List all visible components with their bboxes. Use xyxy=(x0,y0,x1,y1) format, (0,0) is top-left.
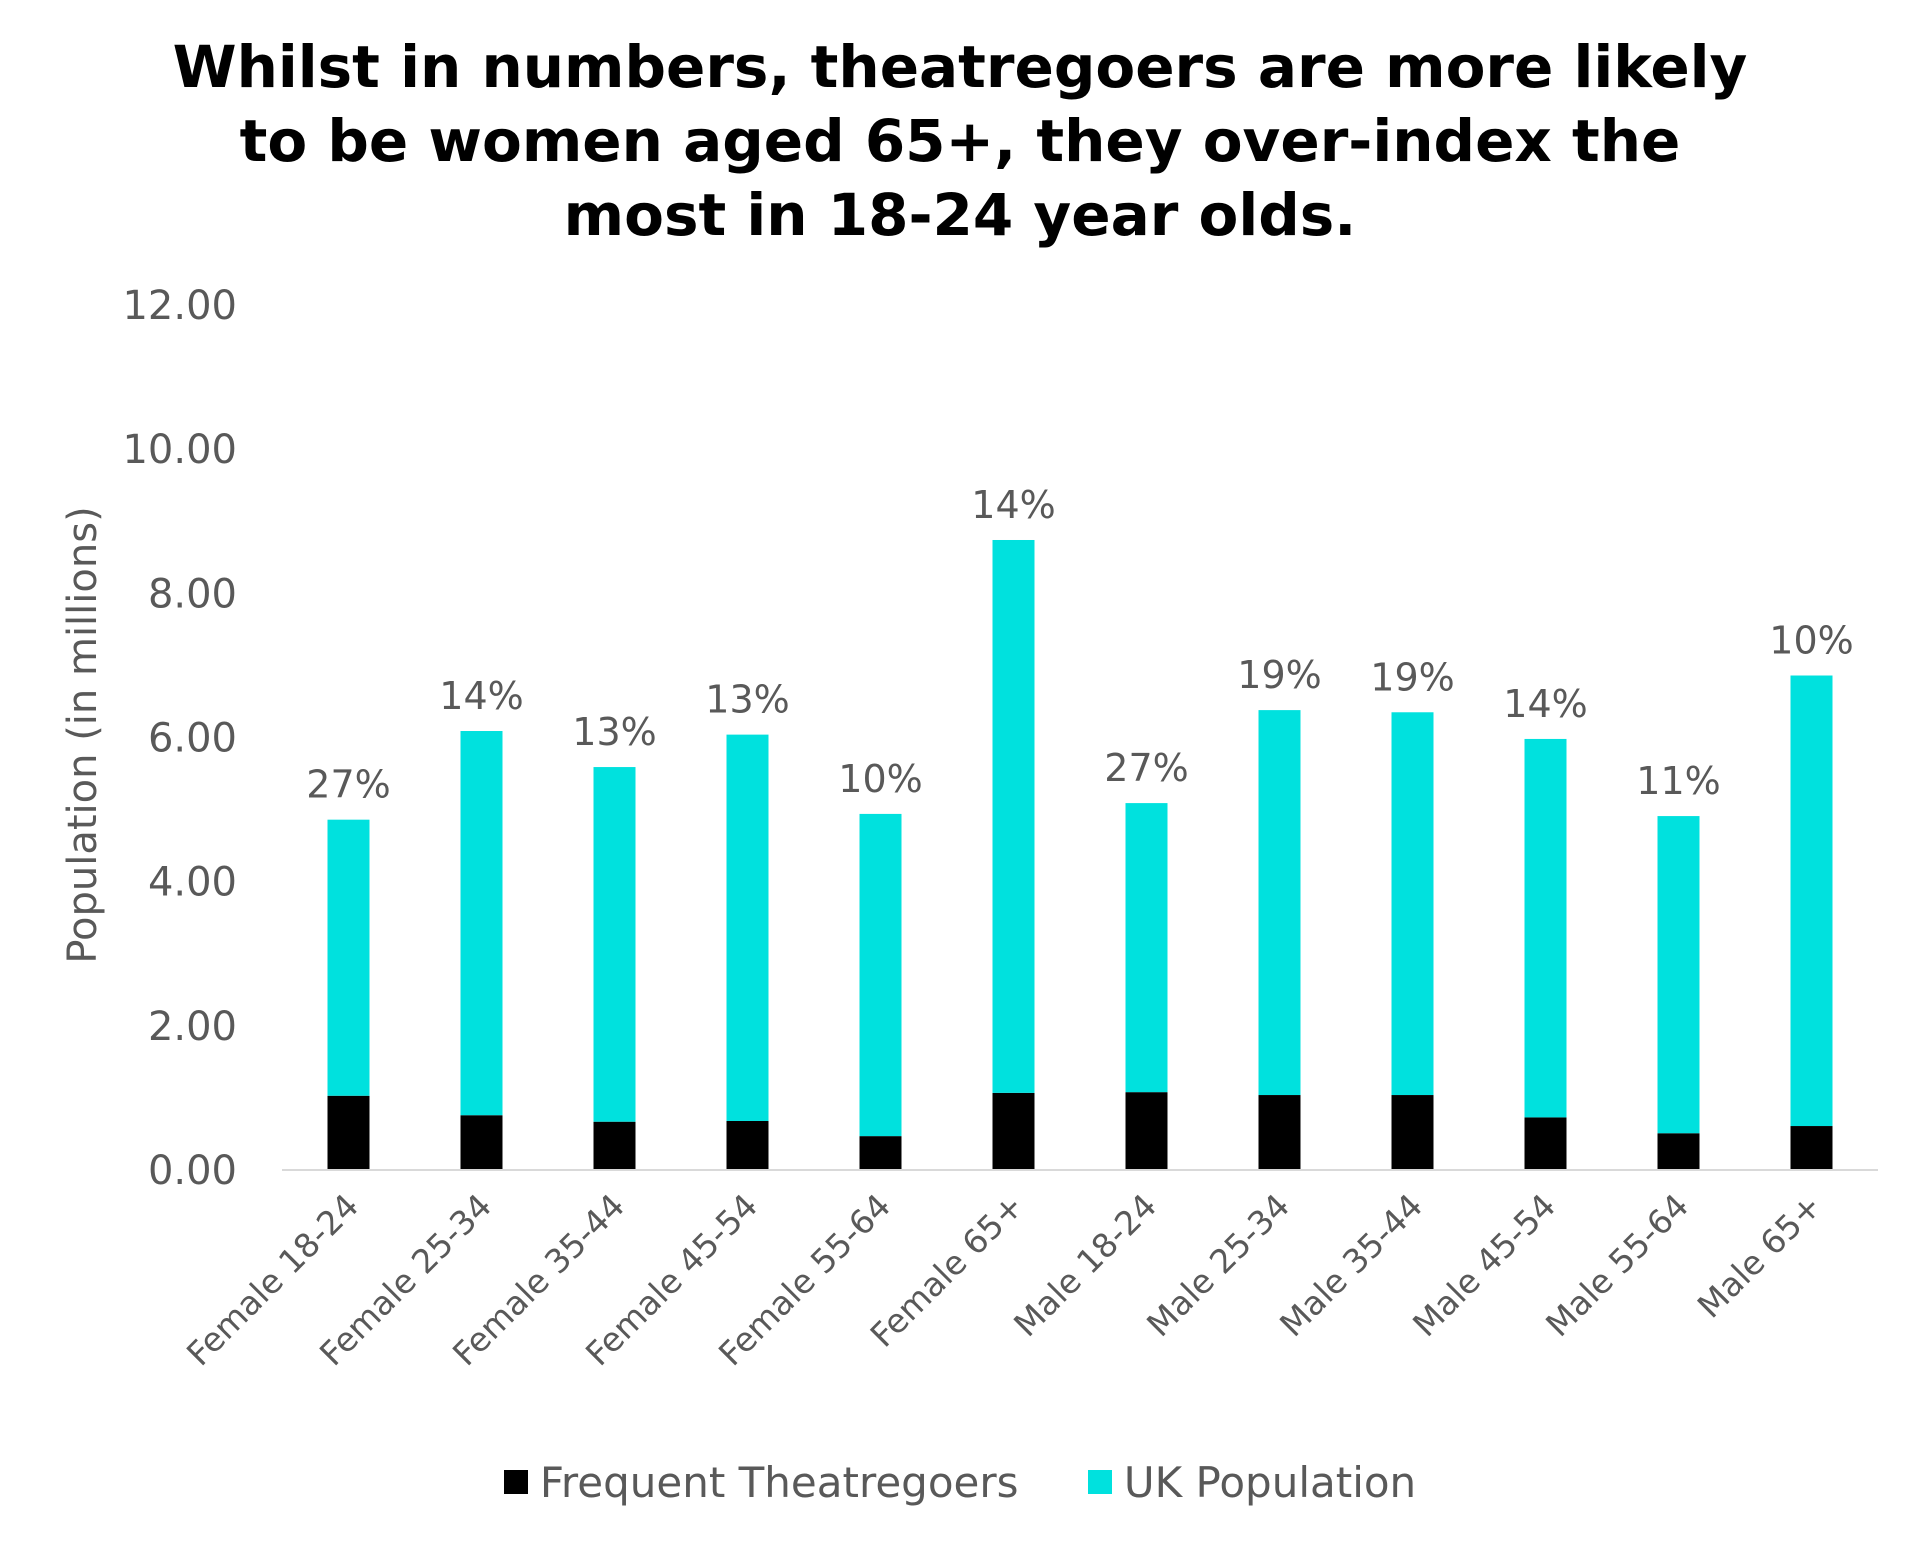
bar-frequent-theatregoers xyxy=(1790,1126,1833,1170)
bar-frequent-theatregoers xyxy=(327,1095,370,1170)
bar-frequent-theatregoers xyxy=(1258,1095,1301,1170)
bar-frequent-theatregoers xyxy=(1524,1117,1567,1170)
bar-frequent-theatregoers xyxy=(1657,1133,1700,1170)
x-tick-label: Male 45-54 xyxy=(1405,1186,1563,1344)
bar-uk-population xyxy=(327,819,370,1096)
legend-item-frequent-theatregoers: Frequent Theatregoers xyxy=(503,1457,1019,1507)
bar-frequent-theatregoers xyxy=(593,1121,636,1170)
bar-frequent-theatregoers xyxy=(859,1136,902,1170)
percent-label: 14% xyxy=(439,674,523,718)
bar-frequent-theatregoers xyxy=(460,1115,503,1170)
percent-label: 19% xyxy=(1370,655,1454,699)
x-tick-label: Male 55-64 xyxy=(1538,1186,1696,1344)
y-tick-label: 12.00 xyxy=(122,283,237,329)
legend-item-uk-population: UK Population xyxy=(1087,1457,1417,1507)
percent-label: 14% xyxy=(1503,682,1587,726)
chart-title-line-3: most in 18-24 year olds. xyxy=(563,181,1357,249)
bar-uk-population xyxy=(1524,738,1567,1118)
percent-label: 27% xyxy=(306,763,390,807)
y-tick-label: 8.00 xyxy=(148,571,237,617)
bar-frequent-theatregoers xyxy=(1391,1095,1434,1170)
y-axis-title: Population (in millions) xyxy=(60,506,106,963)
y-tick-label: 6.00 xyxy=(148,716,237,762)
percent-label: 13% xyxy=(572,710,656,754)
percent-label: 11% xyxy=(1636,759,1720,803)
percent-label: 10% xyxy=(838,757,922,801)
bar-uk-population xyxy=(726,734,769,1121)
bar-frequent-theatregoers xyxy=(1125,1092,1168,1170)
legend-swatch-uk-population xyxy=(1087,1470,1112,1494)
bar-frequent-theatregoers xyxy=(726,1120,769,1170)
y-tick-label: 10.00 xyxy=(122,427,237,473)
chart-title: Whilst in numbers, theatregoers are more… xyxy=(0,30,1920,252)
legend-label-uk-population: UK Population xyxy=(1123,1457,1417,1507)
percent-label: 10% xyxy=(1769,619,1853,663)
bars xyxy=(327,539,1833,1170)
bar-uk-population xyxy=(859,813,902,1137)
y-tick-label: 4.00 xyxy=(148,860,237,906)
y-tick-label: 0.00 xyxy=(148,1148,237,1194)
percent-label: 14% xyxy=(971,483,1055,527)
x-tick-label: Male 18-24 xyxy=(1006,1186,1164,1344)
bar-uk-population xyxy=(1258,710,1301,1096)
bar-uk-population xyxy=(593,767,636,1122)
legend-label-frequent-theatregoers: Frequent Theatregoers xyxy=(539,1457,1019,1507)
chart-title-line-1: Whilst in numbers, theatregoers are more… xyxy=(172,33,1748,101)
bar-uk-population xyxy=(1790,675,1833,1127)
y-tick-label: 2.00 xyxy=(148,1004,237,1050)
bar-uk-population xyxy=(460,731,503,1116)
x-tick-label: Male 35-44 xyxy=(1272,1186,1430,1344)
bar-uk-population xyxy=(1657,816,1700,1134)
percent-label: 27% xyxy=(1104,746,1188,790)
bar-uk-population xyxy=(992,539,1035,1093)
percent-label: 13% xyxy=(705,678,789,722)
legend: Frequent Theatregoers UK Population xyxy=(0,1455,1920,1507)
percent-label: 19% xyxy=(1237,653,1321,697)
bar-uk-population xyxy=(1391,712,1434,1096)
y-axis-ticks: 0.00 2.00 4.00 6.00 8.00 10.00 12.00 xyxy=(122,283,237,1194)
chart-title-line-2: to be women aged 65+, they over-index th… xyxy=(239,107,1681,175)
percent-labels: 27% 14% 13% 13% 10% 14% 27% 19% 19% 14% 11% 10% xyxy=(306,483,1853,807)
bar-frequent-theatregoers xyxy=(992,1092,1035,1170)
x-tick-label: Male 25-34 xyxy=(1139,1186,1297,1344)
legend-swatch-frequent-theatregoers xyxy=(503,1470,528,1494)
bar-uk-population xyxy=(1125,803,1168,1093)
x-tick-label: Male 65+ xyxy=(1690,1186,1830,1326)
